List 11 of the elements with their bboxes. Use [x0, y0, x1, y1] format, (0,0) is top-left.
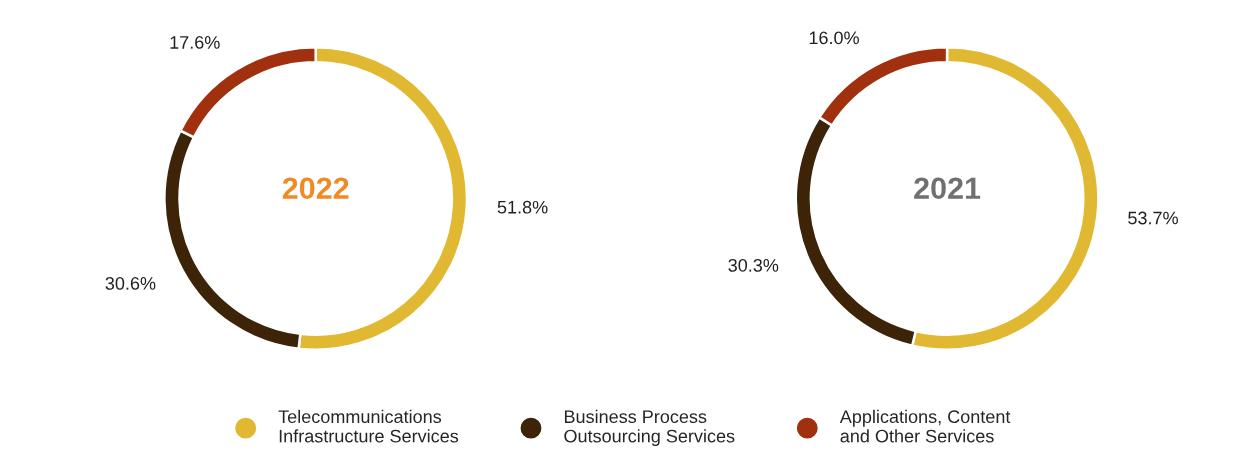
data-label: 17.6%: [170, 36, 220, 49]
legend-label: Applications, Content and Other Services: [839, 409, 1011, 443]
data-label: 51.8%: [497, 200, 548, 214]
text: 2021: [914, 177, 981, 200]
legend-label: Telecommunications Infrastructure Services: [278, 409, 459, 443]
data-label: 53.7%: [1128, 211, 1178, 225]
data-label: 30.3%: [728, 258, 779, 272]
text: 2022: [282, 177, 349, 200]
data-label: 16.0%: [809, 31, 859, 45]
data-label: 30.6%: [105, 277, 156, 290]
legend-label: Business Process Outsourcing Services: [564, 409, 735, 447]
